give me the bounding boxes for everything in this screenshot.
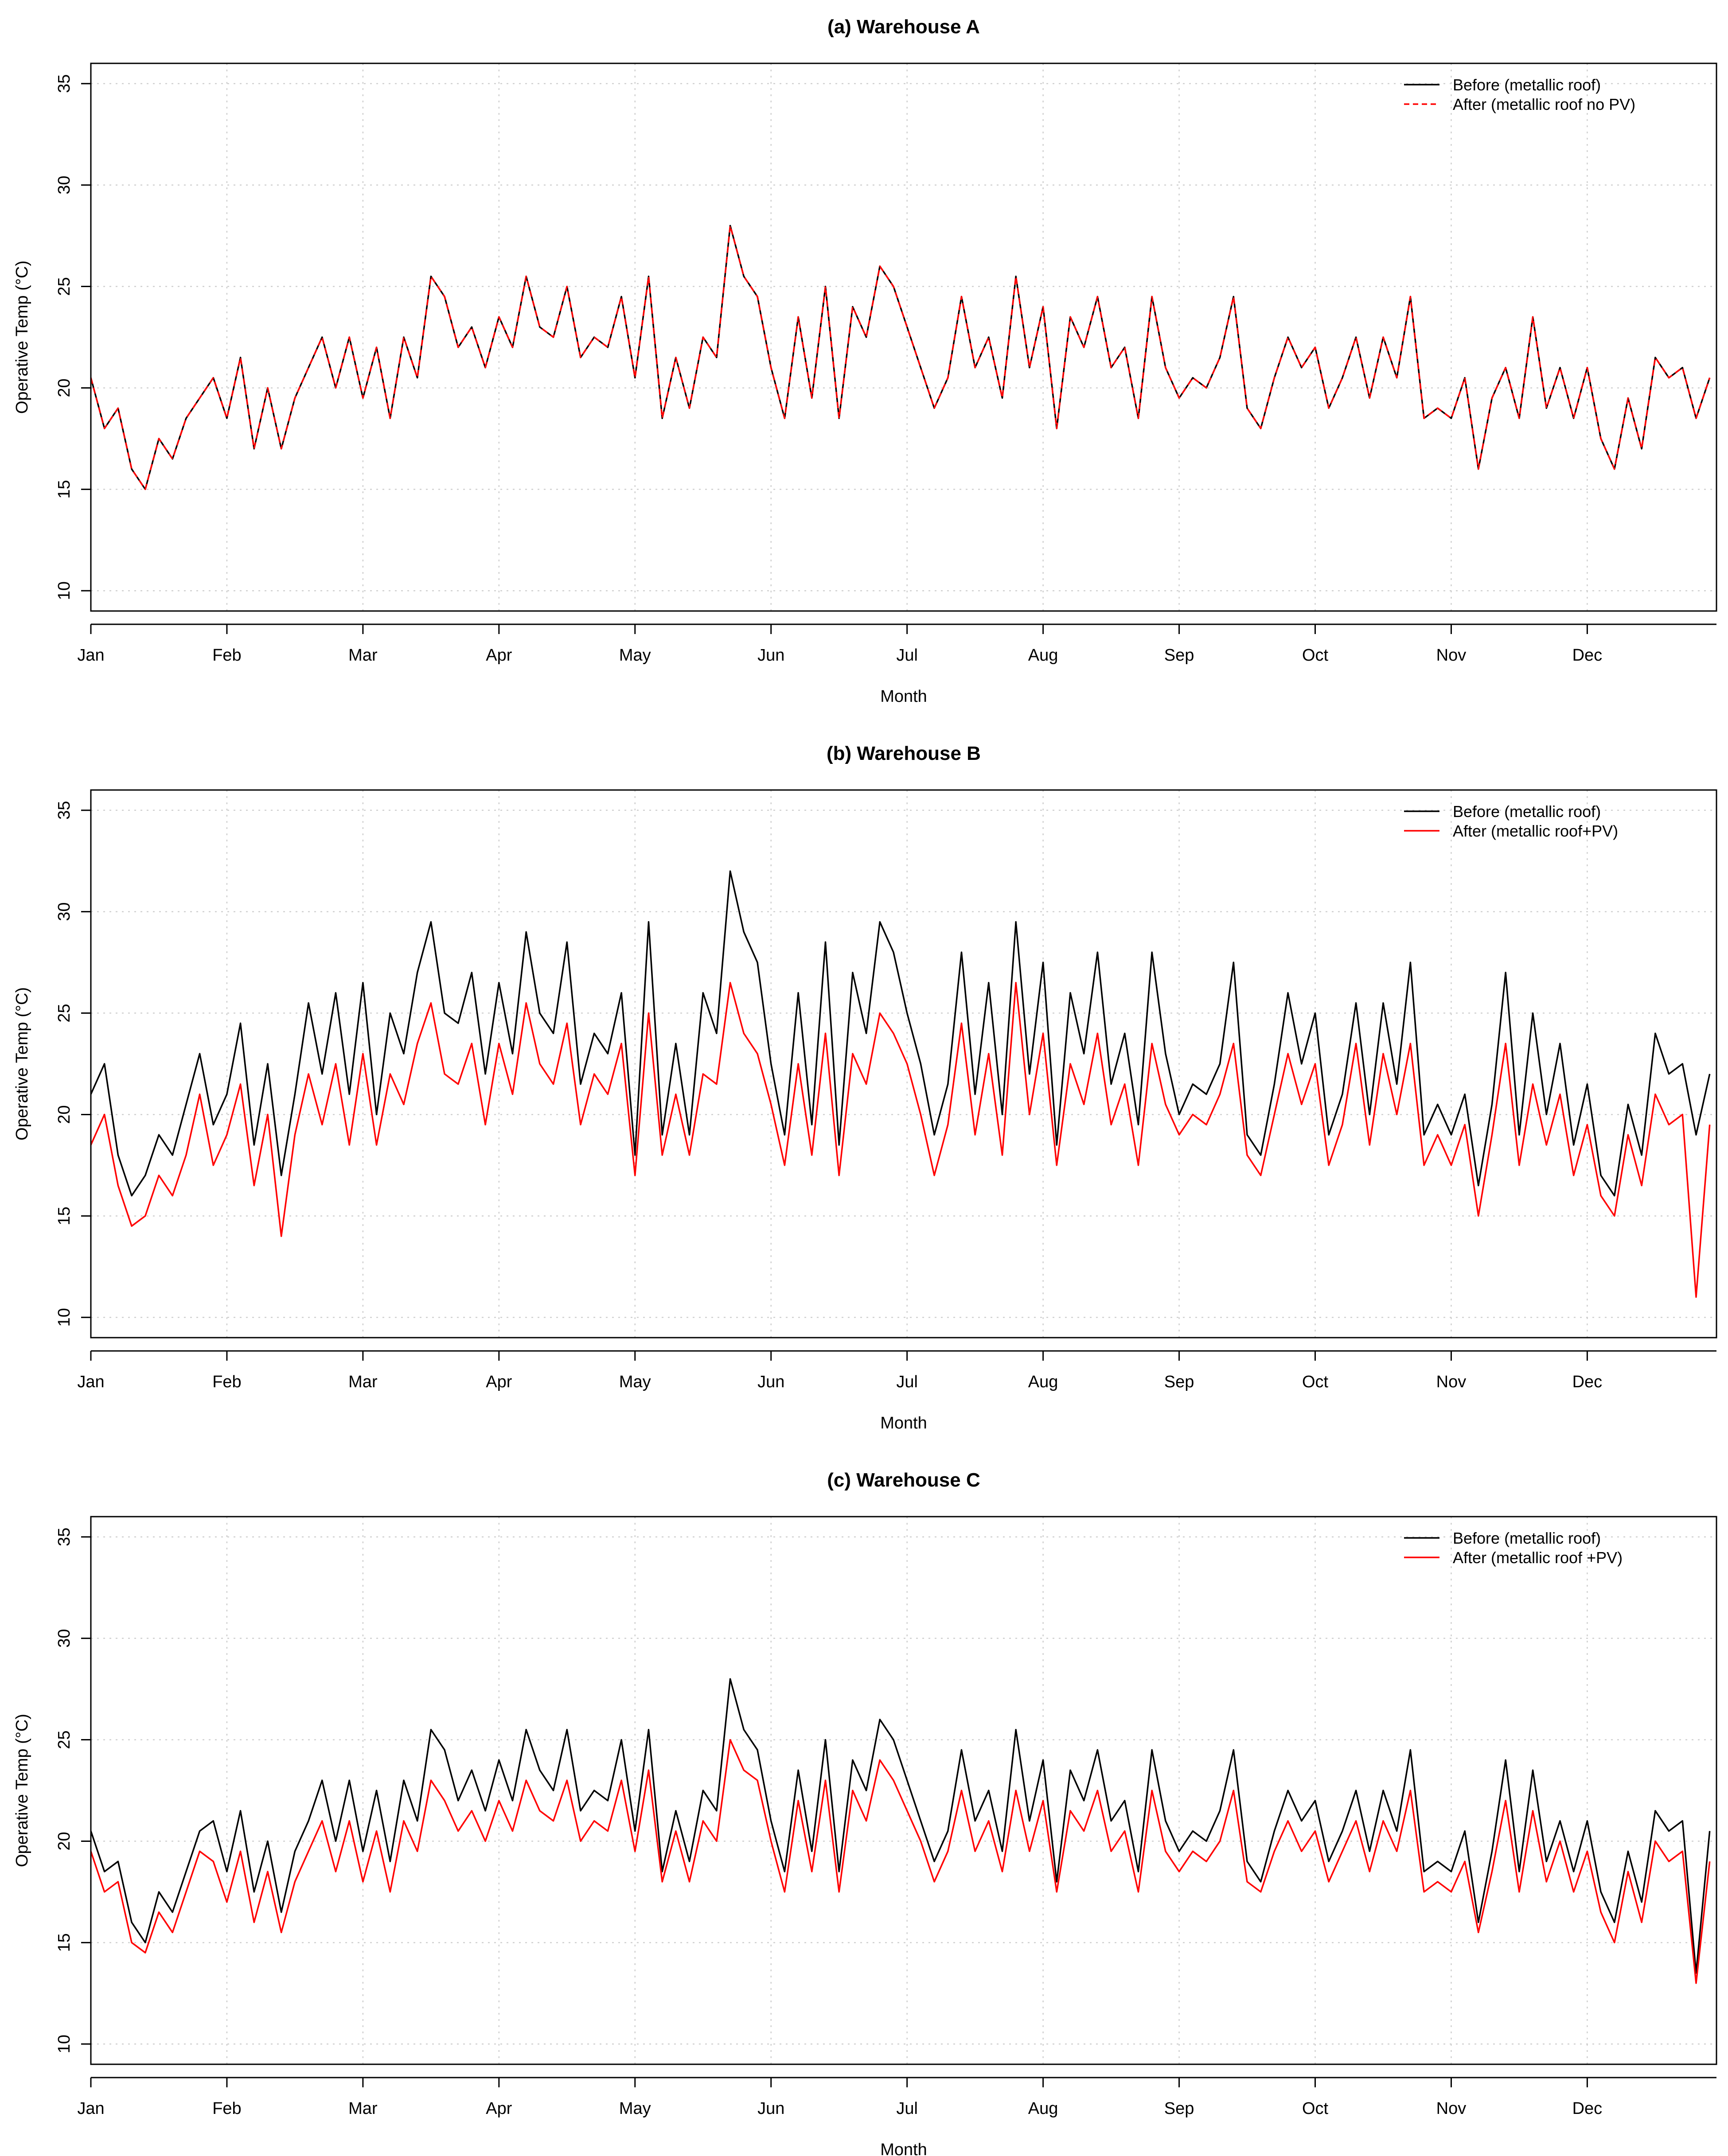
y-tick-label: 20 [55,1105,74,1124]
y-axis-label: Operative Temp (°C) [13,261,31,414]
y-tick-label: 35 [55,801,74,820]
legend: Before (metallic roof) After (metallic ro… [1404,1529,1623,1567]
legend: Before (metallic roof)After (metallic ro… [1404,76,1635,113]
plot-frame [90,789,1717,1339]
x-tick-label: Mar [348,646,378,665]
y-tick-label: 25 [55,277,74,296]
x-tick-label: May [619,1373,651,1391]
y-tick-label: 30 [55,1629,74,1648]
y-tick-label: 35 [55,1528,74,1546]
x-axis-label: Month [880,1414,927,1432]
x-tick-label: May [619,646,651,665]
y-tick-label: 15 [55,1933,74,1952]
grid [90,63,1716,611]
chart-title: (b) Warehouse B [827,743,981,764]
x-tick-label: Jun [757,2099,784,2118]
series-line-1 [90,225,1711,490]
x-tick-label: Apr [486,1373,512,1391]
x-tick-label: Oct [1302,646,1329,665]
x-tick-label: Feb [212,1373,241,1391]
x-tick-label: Sep [1164,2099,1194,2118]
legend: Before (metallic roof)After (metallic ro… [1404,802,1618,840]
x-tick-label: Dec [1572,2099,1603,2118]
x-tick-label: May [619,2099,651,2118]
x-tick-label: Apr [486,646,512,665]
x-tick-label: Nov [1436,1373,1467,1391]
x-tick-label: Jan [77,2099,104,2118]
x-tick-label: Jun [757,1373,784,1391]
x-tick-label: Nov [1436,646,1467,665]
x-tick-label: Dec [1572,646,1603,665]
x-tick-label: Sep [1164,1373,1194,1391]
y-tick-label: 20 [55,378,74,397]
x-tick-label: Aug [1028,2099,1058,2118]
series-line-1 [90,1739,1711,1984]
x-tick-label: Oct [1302,2099,1329,2118]
y-tick-label: 20 [55,1832,74,1850]
chart-panel-0: (a) Warehouse A 10 15 20 25 30 35 Operative Tem… [13,16,1717,706]
y-tick-label: 10 [55,581,74,600]
x-tick-label: Dec [1572,1373,1603,1391]
y-tick-label: 35 [55,74,74,93]
y-tick-label: 30 [55,176,74,195]
legend-label: Before (metallic roof) [1453,76,1601,94]
legend-label: Before (metallic roof) [1453,1529,1601,1547]
x-tick-label: Jul [896,1373,918,1391]
x-tick-label: Mar [348,1373,378,1391]
x-tick-label: Mar [348,2099,378,2118]
y-tick-label: 15 [55,1206,74,1225]
y-tick-label: 25 [55,1004,74,1022]
x-axis-label: Month [880,2140,927,2156]
y-axis-label: Operative Temp (°C) [13,1714,31,1867]
series-line-1 [90,982,1711,1298]
x-tick-label: Oct [1302,1373,1329,1391]
legend-label: After (metallic roof +PV) [1453,1549,1623,1567]
y-tick-label: 10 [55,1308,74,1327]
legend-label: Before (metallic roof) [1453,802,1601,821]
legend-label: After (metallic roof+PV) [1453,822,1618,840]
x-tick-label: Jan [77,646,104,665]
y-tick-label: 30 [55,903,74,921]
x-tick-label: Sep [1164,646,1194,665]
legend-label: After (metallic roof no PV) [1453,95,1635,113]
series-line-0 [90,1678,1711,1974]
chart-panel-2: (c) Warehouse C 10 15 20 25 30 35 Operative Tem… [13,1469,1717,2156]
x-tick-label: Jul [896,2099,918,2118]
x-tick-label: Jul [896,646,918,665]
x-tick-label: Apr [486,2099,512,2118]
x-tick-label: Nov [1436,2099,1467,2118]
y-tick-label: 25 [55,1730,74,1749]
x-tick-label: Aug [1028,646,1058,665]
chart-title: (a) Warehouse A [827,16,980,38]
series-line-0 [90,870,1711,1197]
plot-frame [90,62,1717,612]
x-tick-label: Feb [212,646,241,665]
x-tick-label: Jun [757,646,784,665]
x-axis-label: Month [880,687,927,706]
x-tick-label: Feb [212,2099,241,2118]
x-tick-label: Aug [1028,1373,1058,1391]
y-tick-label: 15 [55,480,74,498]
y-axis-label: Operative Temp (°C) [13,987,31,1140]
chart-title: (c) Warehouse C [827,1469,980,1491]
chart-panel-1: (b) Warehouse B 10 15 20 25 30 35 Operative Tem… [13,743,1717,1432]
y-tick-label: 10 [55,2035,74,2053]
plot-frame [90,1516,1717,2065]
x-tick-label: Jan [77,1373,104,1391]
